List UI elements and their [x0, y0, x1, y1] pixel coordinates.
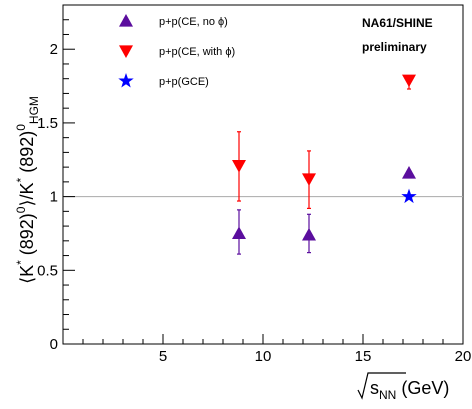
legend-marker [118, 73, 133, 88]
legend: p+p(CE, no ϕ) p+p(CE, with ϕ) p+p(GCE) [118, 14, 235, 88]
x-axis-title: sNN (GeV) [358, 373, 449, 402]
data-point [302, 228, 316, 241]
series-1 [232, 166, 416, 254]
annotation-status: preliminary [362, 40, 427, 54]
x-tick-label: 5 [159, 348, 167, 365]
annotation-block: NA61/SHINE preliminary [362, 16, 433, 54]
y-tick-label: 0 [50, 336, 58, 353]
data-point [302, 173, 316, 186]
y-tick-label: 0.5 [37, 262, 58, 279]
svg-text:sNN (GeV): sNN (GeV) [370, 378, 449, 402]
legend-marker [119, 14, 133, 27]
data-point [402, 166, 416, 179]
legend-marker [119, 45, 133, 58]
series-2 [232, 75, 416, 209]
y-tick-label: 1 [50, 189, 58, 206]
legend-label: p+p(GCE) [159, 76, 209, 88]
series-3 [401, 189, 416, 204]
legend-label: p+p(CE, no ϕ) [159, 16, 228, 28]
plot-area-border [63, 5, 463, 344]
svg-text:⟨K* (892)0⟩/K* (892)0HGM: ⟨K* (892)0⟩/K* (892)0HGM [14, 96, 41, 284]
y-axis-title: ⟨K* (892)0⟩/K* (892)0HGM [14, 96, 41, 284]
data-point [402, 75, 416, 88]
x-tick-label: 10 [255, 348, 272, 365]
data-point [232, 160, 246, 173]
data-marks [232, 75, 417, 255]
y-tick-label: 2 [50, 41, 58, 58]
plot-frame [63, 5, 463, 344]
x-tick-label: 15 [355, 348, 372, 365]
legend-label: p+p(CE, with ϕ) [159, 46, 235, 58]
data-point [232, 226, 246, 239]
x-tick-label: 20 [455, 348, 472, 365]
annotation-experiment: NA61/SHINE [362, 16, 433, 30]
data-point [401, 189, 416, 204]
